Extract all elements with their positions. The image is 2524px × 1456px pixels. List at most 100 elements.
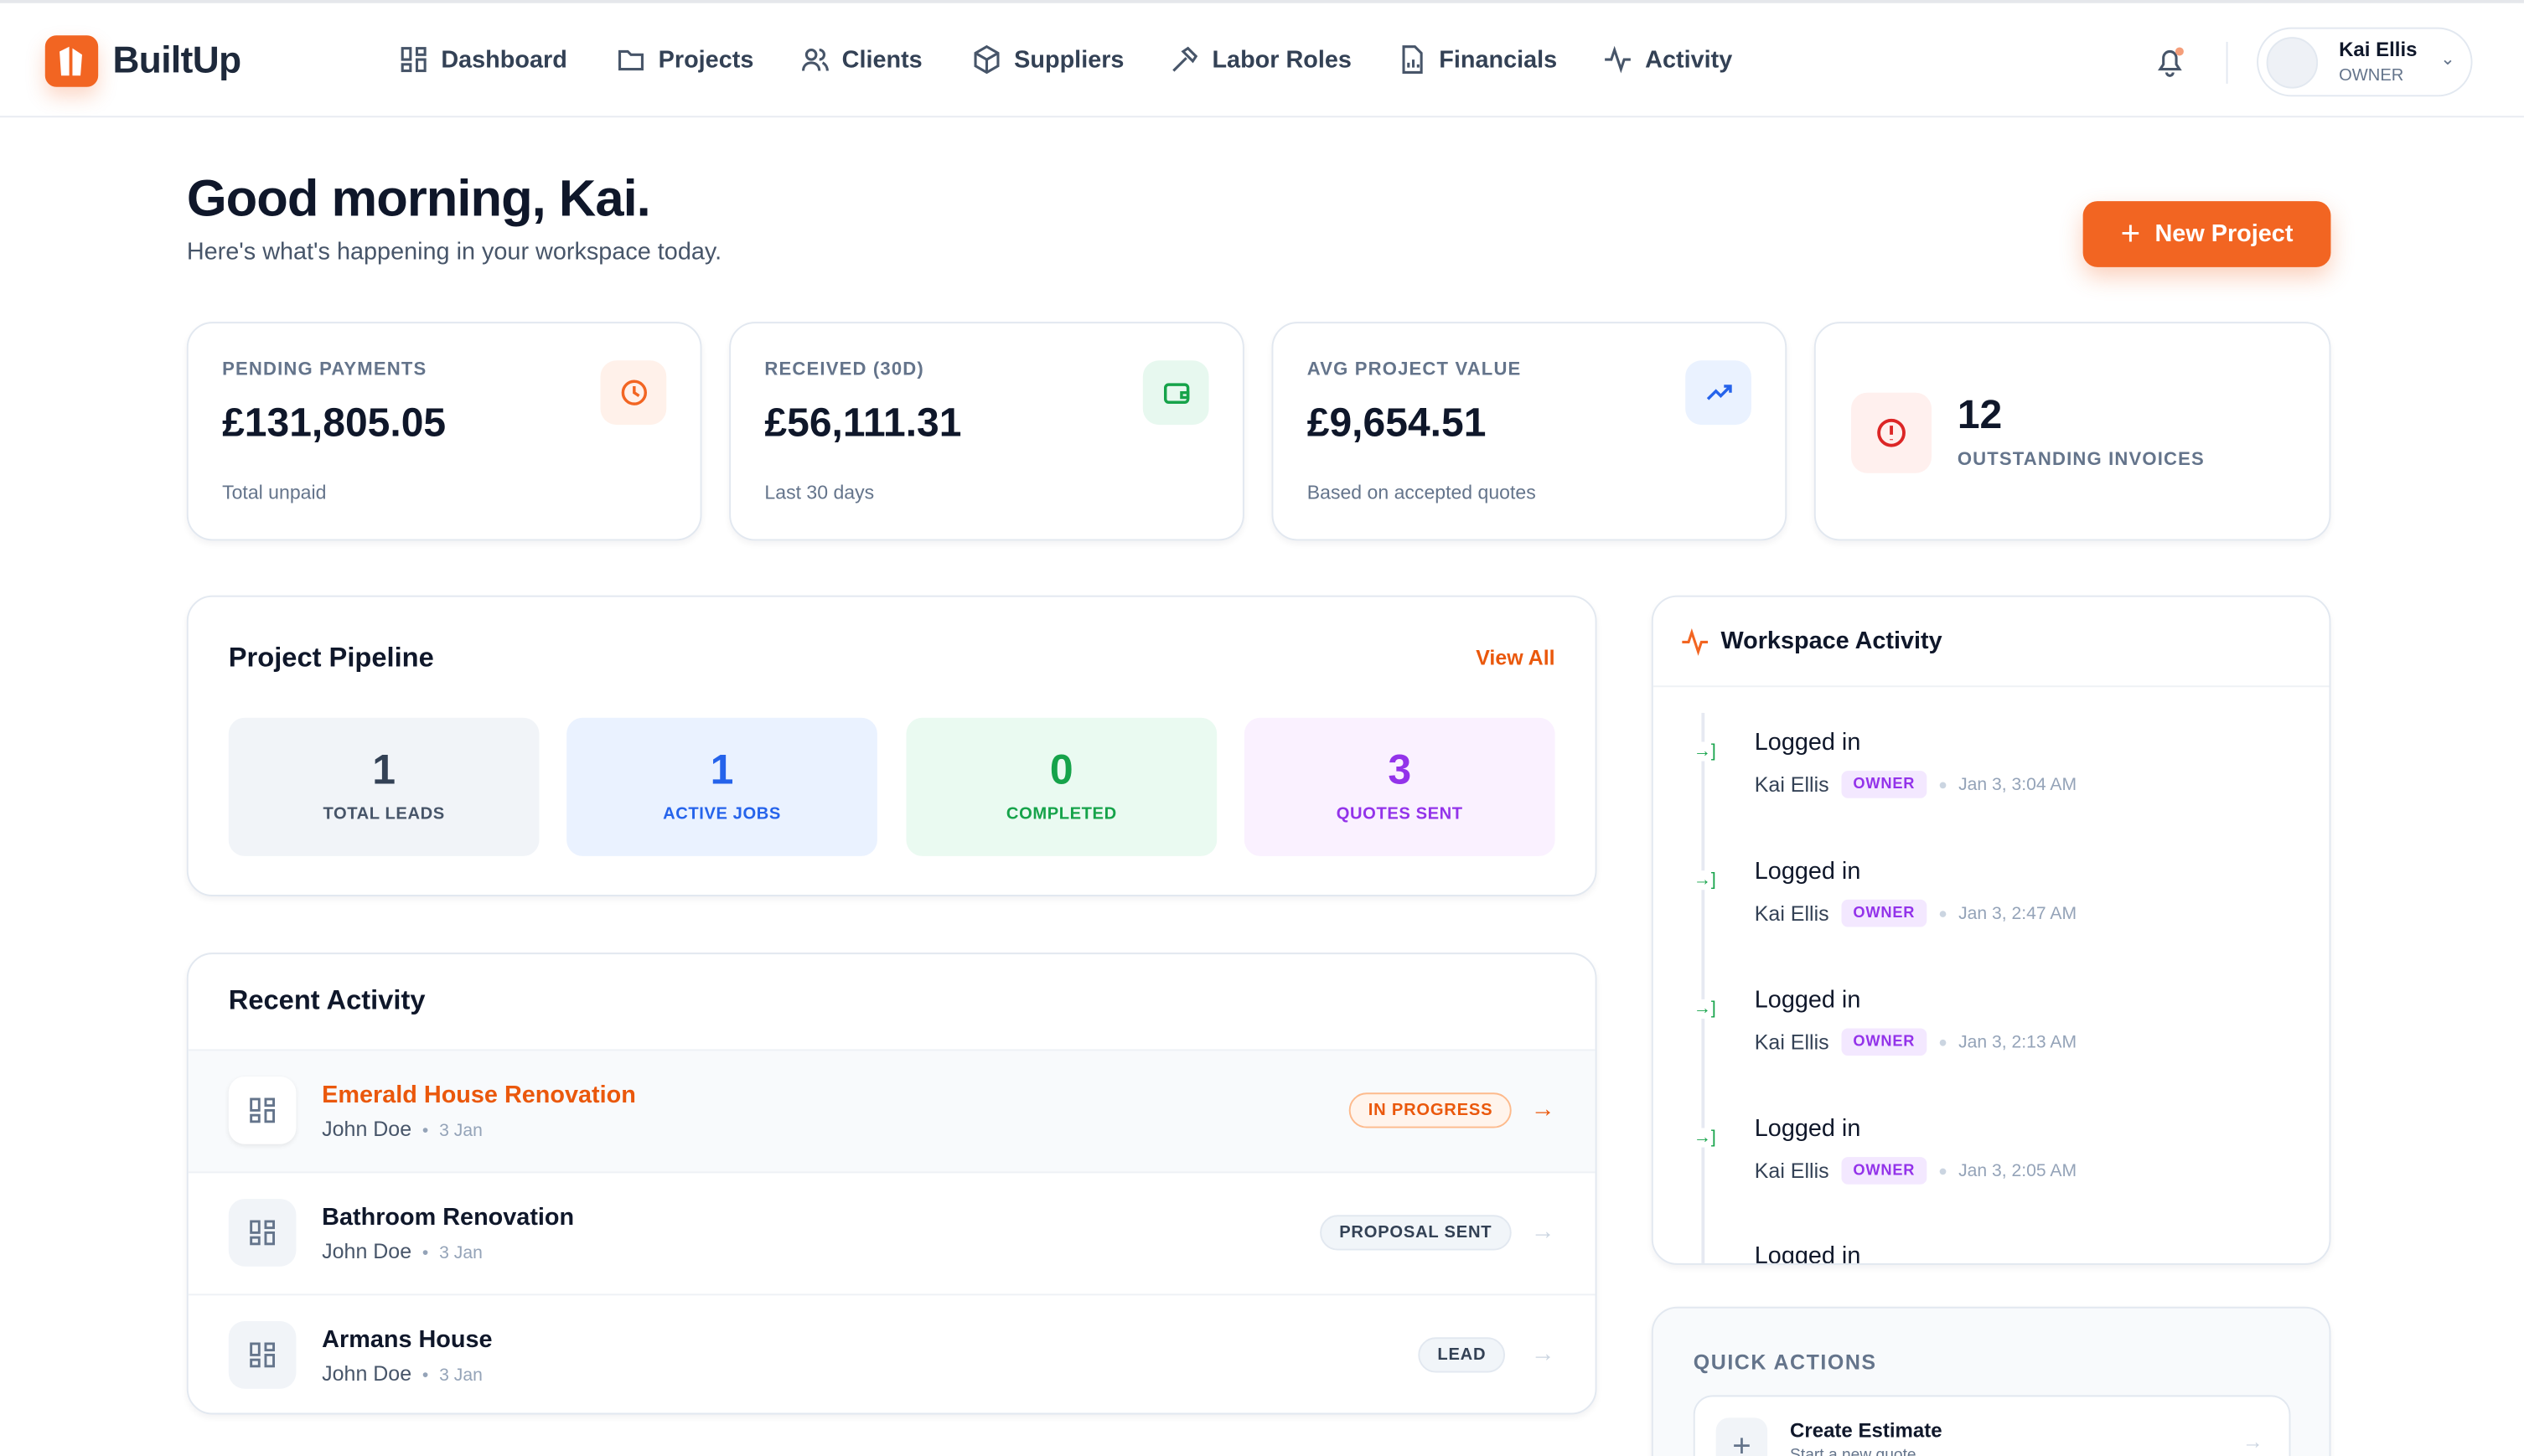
user-name: Kai Ellis [2339,39,2418,61]
log-in-icon: →] [1693,870,1716,891]
tile-value: 0 [1049,745,1073,794]
notifications-button[interactable] [2152,44,2187,87]
activity-icon [1682,628,1709,656]
activity-action: Logged in [1754,1115,1861,1143]
date: 3 Jan [439,1243,483,1263]
nav-labor-roles[interactable]: Labor Roles [1170,45,1352,75]
tile-label: ACTIVE JOBS [663,804,781,824]
arrow-right-icon: → [2242,1428,2263,1453]
status-badge: PROPOSAL SENT [1320,1215,1512,1251]
tile-completed[interactable]: 0 COMPLETED [906,717,1218,856]
stat-value: £56,111.31 [764,400,962,447]
separator: • [417,1243,434,1263]
table-row[interactable]: Bathroom Renovation John Doe • 3 Jan PRO… [188,1171,1596,1293]
separator: • [417,1366,434,1386]
activity-item: Logged in [1653,1242,2330,1263]
project-title[interactable]: Armans House [322,1325,493,1354]
activity-action: Logged in [1754,986,1861,1015]
log-in-icon: →] [1693,1128,1716,1148]
hammer-icon [1172,46,1198,72]
nav-label: Clients [841,45,923,74]
tile-value: 3 [1388,745,1412,794]
separator [1939,781,1946,788]
tile-label: QUOTES SENT [1336,804,1463,824]
trending-up-icon [1685,360,1751,426]
project-meta: John Doe • 3 Jan [322,1117,483,1141]
users-icon [801,49,829,71]
nav-dashboard[interactable]: Dashboard [399,45,567,75]
activity-item: →] Logged in Kai Ellis OWNER Jan 3, 2:13 AM [1653,987,2330,1116]
nav-clients[interactable]: Clients [800,45,923,75]
stat-card-avg-project-value: AVG PROJECT VALUE £9,654.51 Based on acc… [1271,322,1787,541]
tile-total-leads[interactable]: 1 TOTAL LEADS [228,717,540,856]
stat-value: £131,805.05 [222,400,447,447]
activity-user: Kai Ellis [1754,901,1829,926]
plus-icon: + [1715,1417,1768,1456]
table-row[interactable]: Emerald House Renovation John Doe • 3 Ja… [188,1049,1596,1172]
separator [1939,910,1946,916]
activity-time: Jan 3, 2:47 AM [1958,903,2077,923]
button-label: New Project [2154,220,2294,248]
separator [1939,1167,1946,1175]
tile-quotes-sent[interactable]: 3 QUOTES SENT [1244,717,1555,856]
activity-user: Kai Ellis [1754,772,1829,797]
page-title: Good morning, Kai. [186,168,651,227]
view-all-link[interactable]: View All [1476,645,1555,670]
create-estimate-button[interactable]: + Create Estimate Start a new quote → [1693,1395,2291,1456]
project-meta: John Doe • 3 Jan [322,1239,483,1263]
clock-icon [600,360,667,426]
table-row[interactable]: Armans House John Doe • 3 Jan LEAD → [188,1293,1596,1412]
nav-financials[interactable]: Financials [1397,45,1557,75]
action-sub: Start a new quote [1790,1446,1916,1456]
project-title[interactable]: Bathroom Renovation [322,1203,575,1231]
status-badge: IN PROGRESS [1348,1092,1513,1128]
stat-sub: Last 30 days [764,481,875,504]
arrow-right-icon[interactable]: → [1530,1096,1555,1123]
chevron-down-icon: ⌄ [2440,49,2455,70]
quick-actions-card: QUICK ACTIONS + Create Estimate Start a … [1651,1306,2331,1456]
builtup-logo[interactable] [44,35,99,87]
new-project-button[interactable]: + New Project [2082,201,2331,267]
project-title[interactable]: Emerald House Renovation [322,1081,636,1109]
role-badge: OWNER [1841,1157,1927,1185]
arrow-right-icon[interactable]: → [1530,1218,1555,1246]
top-nav: BuiltUp Dashboard Projects Clients Suppl… [0,3,2524,118]
client-name: John Doe [322,1361,412,1386]
card-title: Workspace Activity [1720,627,1942,655]
brand-name[interactable]: BuiltUp [112,39,241,81]
nav-suppliers[interactable]: Suppliers [972,44,1124,75]
client-name: John Doe [322,1117,412,1141]
stat-sub: Based on accepted quotes [1306,481,1536,504]
stat-value: 12 [1957,392,2003,438]
separator [1939,1038,1946,1046]
nav-label: Activity [1645,45,1733,74]
nav-label: Projects [658,45,754,74]
user-menu[interactable]: Kai Ellis OWNER ⌄ [2257,27,2473,97]
plus-icon: + [2120,215,2141,253]
nav-label: Dashboard [441,45,567,74]
nav-label: Financials [1439,45,1558,74]
stat-value: £9,654.51 [1306,400,1487,447]
activity-action: Logged in [1754,729,1861,756]
file-chart-icon [1402,45,1423,74]
bell-icon [2157,47,2184,77]
tile-active-jobs[interactable]: 1 ACTIVE JOBS [566,717,877,856]
page-subtitle: Here's what's happening in your workspac… [186,238,722,266]
arrow-right-icon[interactable]: → [1530,1340,1555,1368]
folder-icon [618,49,644,71]
nav-activity[interactable]: Activity [1603,45,1732,75]
grid-icon [228,1321,297,1389]
box-icon [974,44,1000,75]
activity-item: →] Logged in Kai Ellis OWNER Jan 3, 2:47 AM [1653,858,2330,987]
grid-icon [401,47,427,73]
nav-projects[interactable]: Projects [617,45,754,75]
stat-card-pending-payments: PENDING PAYMENTS £131,805.05 Total unpai… [186,322,702,541]
activity-time: Jan 3, 3:04 AM [1958,774,2077,794]
stat-label: RECEIVED (30D) [764,360,924,380]
role-badge: OWNER [1841,1028,1927,1056]
role-badge: OWNER [1841,771,1927,798]
grid-icon [228,1199,297,1267]
building-icon [59,46,82,76]
card-title: QUICK ACTIONS [1693,1350,1877,1375]
user-role: OWNER [2339,65,2404,85]
